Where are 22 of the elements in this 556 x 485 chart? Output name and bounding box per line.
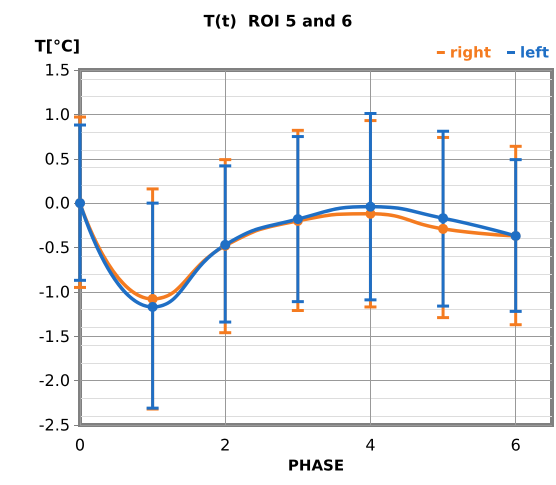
point (148, 302, 158, 312)
legend-label: right (450, 44, 492, 62)
x-axis-title: PHASE (288, 456, 344, 474)
x-tick-label: 6 (510, 436, 521, 454)
point (438, 224, 448, 234)
y-tick-label: -2.5 (38, 416, 70, 434)
y-tick-label: 1.5 (44, 60, 70, 80)
x-tick-label: 0 (74, 436, 86, 454)
chart-title: T(t) ROI 5 and 6 (204, 12, 352, 30)
y-axis-title: T[°C] (34, 36, 80, 56)
x-tick-label: 4 (365, 436, 376, 454)
y-tick-label: 0.0 (44, 194, 70, 213)
x-tick-label: 2 (220, 436, 230, 454)
y-tick-label: -0.5 (38, 238, 70, 257)
point (438, 213, 448, 224)
y-tick-label: 1.0 (44, 104, 70, 124)
y-tick-label: 0.5 (44, 149, 70, 168)
legend-label: left (520, 44, 550, 62)
point (365, 202, 376, 212)
y-tick-label: -2.0 (38, 371, 70, 390)
y-tick-label: -1.5 (38, 326, 70, 346)
y-tick-label: -1.0 (38, 282, 70, 302)
